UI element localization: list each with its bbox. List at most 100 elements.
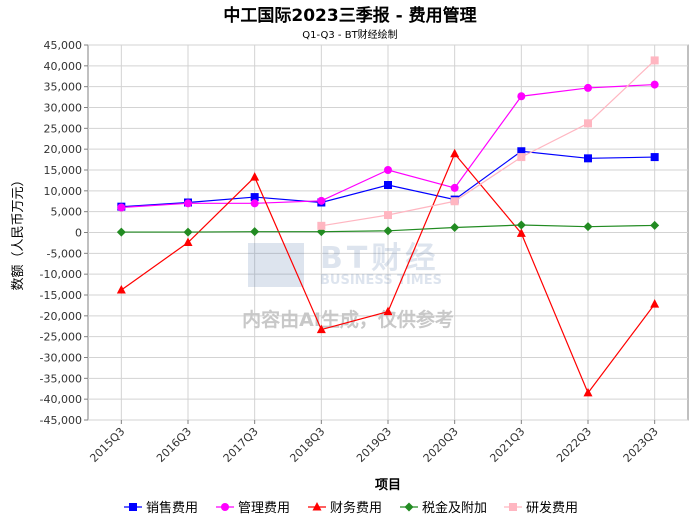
data-point xyxy=(383,306,393,316)
data-point xyxy=(384,211,392,219)
data-point xyxy=(116,285,126,294)
chart-subtitle: Q1-Q3 - BT财经绘制 xyxy=(302,28,397,41)
y-tick-label: -35,000 xyxy=(40,372,82,385)
data-point xyxy=(516,228,526,237)
legend-item: 税金及附加 xyxy=(400,500,487,516)
data-point xyxy=(583,387,593,397)
y-tick-label: -40,000 xyxy=(40,393,82,406)
x-tick-label: 2022Q3 xyxy=(554,425,594,465)
data-point xyxy=(516,220,526,230)
legend-item: 研发费用 xyxy=(504,500,578,516)
y-tick-label: -10,000 xyxy=(40,268,82,281)
series-line xyxy=(321,59,656,227)
x-tick-label: 2021Q3 xyxy=(487,425,527,465)
x-tick-label: 2023Q3 xyxy=(621,425,661,465)
legend-item: 财务费用 xyxy=(308,500,382,516)
legend-marker xyxy=(404,502,414,512)
watermark-brand-en: BUSINESS TIMES xyxy=(320,273,442,288)
data-point xyxy=(384,181,392,189)
data-point xyxy=(183,237,193,246)
x-axis-label: 项目 xyxy=(375,478,401,493)
y-tick-label: -25,000 xyxy=(40,331,82,344)
x-tick-label: 2019Q3 xyxy=(354,425,394,465)
data-point xyxy=(250,227,260,237)
x-tick-label: 2016Q3 xyxy=(154,425,194,465)
watermark-brand: BT财经 xyxy=(320,241,439,276)
y-tick-label: -5,000 xyxy=(47,247,82,260)
legend-marker xyxy=(221,503,229,511)
y-tick-label: 25,000 xyxy=(44,122,83,135)
data-point xyxy=(517,92,526,101)
data-point xyxy=(450,183,459,192)
legend-label: 税金及附加 xyxy=(422,500,487,516)
data-point xyxy=(250,193,259,202)
series-group xyxy=(116,148,660,397)
data-point xyxy=(584,154,592,163)
data-point xyxy=(384,166,392,174)
data-point xyxy=(650,153,659,162)
watermark-logo xyxy=(248,243,304,287)
data-point xyxy=(517,147,526,156)
legend-label: 管理费用 xyxy=(238,501,290,516)
y-tick-label: 0 xyxy=(75,227,82,240)
data-point xyxy=(316,324,326,334)
watermark-notice: 内容由AI生成，仅供参考 xyxy=(242,308,454,331)
legend: 销售费用 管理费用 财务费用 税金及附加 研发费用 xyxy=(124,500,578,516)
y-tick-label: 30,000 xyxy=(44,102,83,115)
y-tick-label: 35,000 xyxy=(44,81,83,94)
data-point xyxy=(584,83,592,92)
y-tick-label: 45,000 xyxy=(44,39,83,52)
y-tick-label: 15,000 xyxy=(44,164,83,177)
data-point xyxy=(650,220,660,230)
data-point xyxy=(250,199,259,208)
series-group xyxy=(116,220,660,237)
data-point xyxy=(116,227,126,237)
data-point xyxy=(117,203,126,212)
x-tick-label: 2020Q3 xyxy=(421,425,461,465)
y-tick-label: 10,000 xyxy=(44,185,83,198)
data-point xyxy=(450,197,459,206)
data-point xyxy=(184,199,192,208)
data-point xyxy=(584,119,592,128)
legend-label: 研发费用 xyxy=(526,500,578,516)
legend-marker xyxy=(509,503,517,511)
legend-label: 财务费用 xyxy=(330,500,382,516)
data-point xyxy=(583,222,593,232)
legend-marker xyxy=(129,503,137,511)
chart-title: 中工国际2023三季报 - 费用管理 xyxy=(223,5,476,26)
y-tick-label: -15,000 xyxy=(40,289,82,302)
x-axis: 2015Q3 2016Q3 2017Q3 2018Q3 2019Q3 2020Q3 2021… xyxy=(87,420,661,465)
watermark: BT财经 BUSINESS TIMES xyxy=(248,241,442,288)
y-axis: -45,000 -40,000 -35,000 -30,000 -25,000 -20,0… xyxy=(40,39,88,427)
y-tick-label: 40,000 xyxy=(44,60,83,73)
data-point xyxy=(383,226,393,236)
x-tick-label: 2018Q3 xyxy=(287,425,327,465)
legend-item: 管理费用 xyxy=(216,501,290,516)
data-point xyxy=(183,227,193,237)
data-point xyxy=(250,172,260,181)
y-axis-label: 数额（人民币万元） xyxy=(11,173,26,290)
legend-label: 销售费用 xyxy=(146,500,198,516)
legend-item: 销售费用 xyxy=(124,500,198,516)
data-point xyxy=(317,221,326,230)
legend-marker xyxy=(312,502,322,511)
data-point xyxy=(650,299,660,308)
y-tick-label: -20,000 xyxy=(40,310,82,323)
data-point xyxy=(317,196,326,205)
x-tick-label: 2017Q3 xyxy=(221,425,261,465)
data-point xyxy=(517,153,526,162)
y-tick-label: -30,000 xyxy=(40,352,82,365)
y-tick-label: 20,000 xyxy=(44,143,83,156)
data-point xyxy=(650,80,659,89)
y-tick-label: 5,000 xyxy=(51,206,83,219)
data-point xyxy=(650,56,659,65)
x-tick-label: 2015Q3 xyxy=(87,425,127,465)
data-point xyxy=(450,148,460,158)
series xyxy=(116,56,660,397)
y-tick-label: -45,000 xyxy=(40,414,82,427)
series-group xyxy=(317,56,659,230)
series-group xyxy=(117,80,659,212)
data-point xyxy=(450,223,460,232)
